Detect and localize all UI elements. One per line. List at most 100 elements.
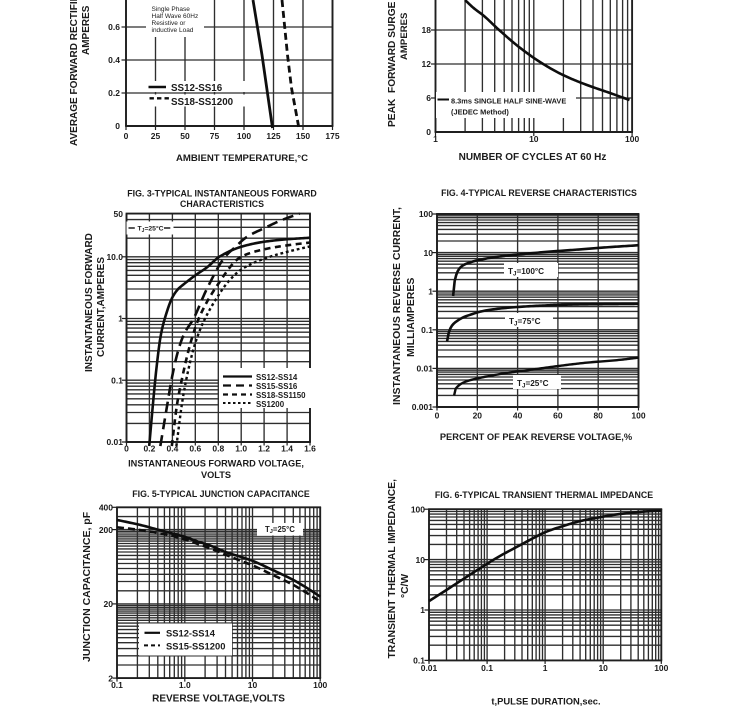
svg-text:20: 20: [104, 599, 114, 609]
svg-text:PEAK FORWARD SURGE: PEAK FORWARD SURGE: [387, 1, 398, 127]
svg-text:1.6: 1.6: [304, 444, 316, 454]
svg-text:1.0: 1.0: [179, 680, 191, 690]
svg-text:10: 10: [529, 134, 539, 144]
svg-text:0.1: 0.1: [111, 375, 123, 385]
svg-text:0.1: 0.1: [481, 663, 493, 673]
svg-text:0.4: 0.4: [166, 444, 178, 454]
svg-text:0.6: 0.6: [189, 444, 201, 454]
svg-text:inductive Load: inductive Load: [152, 27, 194, 34]
svg-text:REVERSE VOLTAGE,VOLTS: REVERSE VOLTAGE,VOLTS: [152, 694, 285, 705]
svg-text:FIG. 6-TYPICAL TRANSIENT THERM: FIG. 6-TYPICAL TRANSIENT THERMAL IMPEDAN…: [435, 490, 653, 500]
svg-text:TJ=25°C: TJ=25°C: [265, 525, 295, 535]
svg-text:t,PULSE DURATION,sec.: t,PULSE DURATION,sec.: [491, 696, 600, 707]
svg-text:Half Wave 60Hz: Half Wave 60Hz: [152, 13, 199, 20]
svg-text:SS15-SS1200: SS15-SS1200: [166, 641, 225, 652]
svg-text:0: 0: [115, 121, 120, 131]
svg-text:1.0: 1.0: [235, 444, 247, 454]
svg-text:175: 175: [325, 131, 339, 141]
svg-text:INSTANTANEOUS REVERSE CURRENT,: INSTANTANEOUS REVERSE CURRENT,: [391, 207, 403, 405]
svg-text:0.1: 0.1: [413, 656, 425, 666]
svg-text:AVERAGE FORWARD RECTIFIED CURR: AVERAGE FORWARD RECTIFIED CURRENT,: [69, 0, 80, 146]
svg-text:12: 12: [422, 59, 432, 69]
svg-text:100: 100: [654, 663, 668, 673]
svg-text:100: 100: [625, 134, 639, 144]
svg-text:100: 100: [237, 131, 251, 141]
svg-text:MILLIAMPERES: MILLIAMPERES: [405, 278, 417, 357]
svg-text:400: 400: [99, 503, 113, 513]
svg-text:FIG. 5-TYPICAL JUNCTION CAPACI: FIG. 5-TYPICAL JUNCTION CAPACITANCE: [132, 489, 310, 499]
svg-text:SS1200: SS1200: [256, 400, 285, 409]
svg-text:18: 18: [422, 25, 432, 35]
svg-text:1: 1: [543, 663, 548, 673]
svg-text:SS15-SS16: SS15-SS16: [256, 382, 298, 391]
svg-text:0.8: 0.8: [212, 444, 224, 454]
svg-text:75: 75: [210, 131, 220, 141]
svg-text:0.1: 0.1: [421, 325, 433, 335]
svg-text:VOLTS: VOLTS: [201, 470, 231, 480]
svg-text:100: 100: [631, 410, 645, 420]
svg-text:TJ=25°C: TJ=25°C: [517, 379, 549, 390]
svg-text:INSTANTANEOUS FORWARD: INSTANTANEOUS FORWARD: [84, 233, 95, 372]
svg-text:100: 100: [313, 680, 327, 690]
svg-text:150: 150: [296, 131, 310, 141]
svg-text:80: 80: [593, 410, 603, 420]
svg-text:FIG. 3-TYPICAL INSTANTANEOUS F: FIG. 3-TYPICAL INSTANTANEOUS FORWARD: [127, 189, 316, 199]
svg-text:PERCENT OF PEAK REVERSE VOLTAG: PERCENT OF PEAK REVERSE VOLTAGE,%: [440, 432, 633, 442]
svg-text:TJ=25°C: TJ=25°C: [138, 224, 164, 233]
svg-text:1.4: 1.4: [281, 444, 293, 454]
svg-text:SS12-SS16: SS12-SS16: [171, 83, 223, 94]
svg-text:0.001: 0.001: [412, 402, 434, 412]
svg-text:10: 10: [424, 248, 434, 258]
svg-text:125: 125: [266, 131, 280, 141]
svg-text:AMPERES: AMPERES: [81, 5, 92, 55]
svg-text:0.01: 0.01: [421, 663, 438, 673]
svg-text:0: 0: [124, 444, 129, 454]
svg-text:(JEDEC Method): (JEDEC Method): [451, 107, 509, 116]
svg-text:FIG. 4-TYPICAL REVERSE CHARACT: FIG. 4-TYPICAL REVERSE CHARACTERISTICS: [441, 188, 637, 198]
svg-text:Single Phase: Single Phase: [152, 6, 191, 13]
svg-text:2: 2: [108, 673, 113, 683]
svg-text:100: 100: [411, 504, 425, 514]
svg-text:1: 1: [420, 605, 425, 615]
svg-text:6: 6: [426, 93, 431, 103]
svg-text:0: 0: [124, 131, 129, 141]
svg-text:TRANSIENT THERMAL IMPEDANCE,: TRANSIENT THERMAL IMPEDANCE,: [387, 479, 398, 659]
svg-text:CHARACTERISTICS: CHARACTERISTICS: [180, 199, 264, 209]
svg-text:°C/W: °C/W: [400, 574, 411, 598]
svg-text:60: 60: [553, 410, 563, 420]
svg-text:AMBIENT TEMPERATURE,°C: AMBIENT TEMPERATURE,°C: [176, 153, 308, 164]
svg-text:1: 1: [433, 134, 438, 144]
svg-text:AMPERES: AMPERES: [399, 12, 410, 60]
svg-text:0.2: 0.2: [143, 444, 155, 454]
svg-text:200: 200: [99, 525, 113, 535]
svg-text:0.01: 0.01: [106, 437, 123, 447]
svg-text:50: 50: [114, 209, 124, 219]
svg-text:50: 50: [180, 131, 190, 141]
svg-text:JUNCTION CAPACITANCE, pF: JUNCTION CAPACITANCE, pF: [81, 511, 93, 662]
svg-text:TJ=75°C: TJ=75°C: [509, 317, 541, 328]
svg-text:1.2: 1.2: [258, 444, 270, 454]
svg-text:0.01: 0.01: [416, 364, 433, 374]
svg-text:TJ=100°C: TJ=100°C: [508, 267, 544, 278]
svg-text:SS12-SS14: SS12-SS14: [166, 627, 216, 638]
svg-text:SS12-SS14: SS12-SS14: [256, 373, 298, 382]
svg-text:0.2: 0.2: [108, 88, 120, 98]
svg-text:10: 10: [598, 663, 608, 673]
svg-text:10.0: 10.0: [106, 252, 123, 262]
svg-text:1: 1: [118, 314, 123, 324]
svg-text:40: 40: [513, 410, 523, 420]
svg-text:25: 25: [151, 131, 161, 141]
svg-text:0: 0: [435, 410, 440, 420]
svg-text:8.3ms SINGLE HALF SINE-WAVE: 8.3ms SINGLE HALF SINE-WAVE: [451, 96, 566, 105]
svg-text:100: 100: [419, 209, 433, 219]
svg-text:CURRENT,AMPERES: CURRENT,AMPERES: [96, 257, 107, 357]
svg-text:1: 1: [428, 286, 433, 296]
svg-text:0: 0: [426, 127, 431, 137]
svg-text:SS18-SS1200: SS18-SS1200: [171, 97, 234, 108]
svg-text:Resistive or: Resistive or: [152, 20, 187, 27]
svg-text:20: 20: [473, 410, 483, 420]
svg-text:10: 10: [416, 555, 426, 565]
svg-text:INSTANTANEOUS FORWARD VOLTAGE,: INSTANTANEOUS FORWARD VOLTAGE,: [128, 459, 304, 469]
svg-text:0.6: 0.6: [108, 22, 120, 32]
svg-text:0.1: 0.1: [111, 680, 123, 690]
